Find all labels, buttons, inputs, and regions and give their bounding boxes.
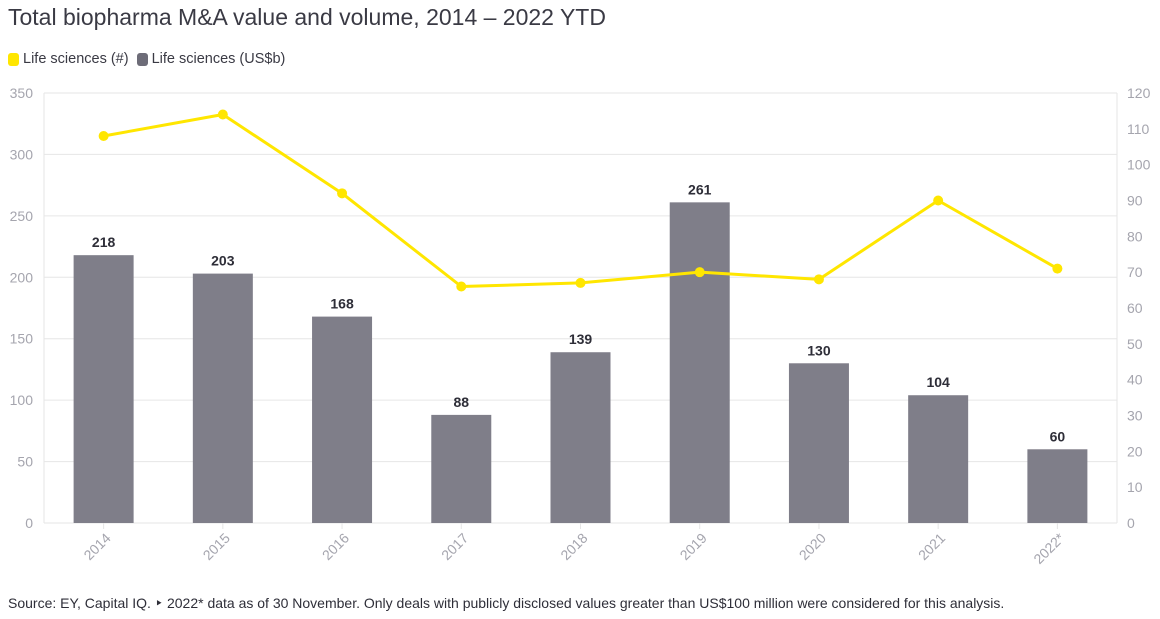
bar — [192, 273, 253, 523]
bar — [550, 352, 611, 523]
bar-data-label: 139 — [569, 331, 593, 347]
y-right-tick-label: 100 — [1127, 157, 1151, 173]
line-point — [813, 274, 824, 285]
x-tick-label: 2022* — [1030, 529, 1068, 567]
chart-title: Total biopharma M&A value and volume, 20… — [8, 4, 606, 30]
y-left-tick-label: 0 — [25, 515, 33, 531]
y-left-tick-label: 150 — [10, 331, 34, 347]
y-left-tick-label: 200 — [10, 269, 34, 285]
line-point — [98, 131, 109, 141]
bar — [312, 316, 373, 523]
bar — [431, 414, 492, 523]
line-series — [103, 113, 1059, 288]
bar — [908, 395, 969, 523]
y-right-tick-label: 90 — [1127, 193, 1143, 209]
y-right-tick-label: 50 — [1127, 336, 1143, 352]
bar-data-label: 261 — [688, 181, 712, 197]
y-right-tick-label: 40 — [1127, 372, 1143, 388]
combo-chart: 0 50 100 150 200 250 300 350 0 10 20 30 40 50 60 70 80 90… — [10, 85, 1151, 567]
bar — [73, 255, 134, 523]
y-right-tick-label: 30 — [1127, 408, 1143, 424]
legend-label-count: Life sciences (#) — [23, 51, 129, 67]
y-left-tick-label: 350 — [10, 85, 34, 101]
y-left-tick-label: 100 — [10, 392, 34, 408]
x-tick-label: 2019 — [676, 530, 709, 563]
x-tick-label: 2016 — [319, 530, 352, 563]
y-right-tick-label: 0 — [1127, 515, 1135, 531]
bar-data-label: 203 — [211, 253, 235, 269]
legend-swatch-line — [8, 52, 19, 66]
y-left-tick-label: 50 — [17, 454, 33, 470]
y-right-tick-label: 20 — [1127, 443, 1143, 459]
bar-data-label: 60 — [1050, 428, 1066, 444]
y-left-tick-label: 300 — [10, 146, 34, 162]
line-point — [337, 188, 348, 199]
y-right-tick-label: 10 — [1127, 479, 1143, 495]
y-right-tick-label: 120 — [1127, 85, 1151, 101]
line-point — [933, 195, 944, 206]
line-point — [1052, 263, 1063, 274]
line-point — [456, 281, 467, 292]
legend: Life sciences (#) Life sciences (US$b) — [8, 51, 293, 67]
bar — [1027, 449, 1088, 523]
bar-data-label: 104 — [926, 374, 950, 390]
x-tick-label: 2014 — [80, 530, 113, 563]
y-right-tick-label: 80 — [1127, 228, 1143, 244]
y-left-tick-label: 250 — [10, 208, 34, 224]
legend-item-value: Life sciences (US$b) — [136, 51, 286, 67]
bar — [788, 363, 849, 523]
y-right-tick-label: 70 — [1127, 264, 1143, 280]
line-point — [217, 109, 228, 120]
x-tick-label: 2018 — [557, 530, 590, 563]
y-right-tick-label: 60 — [1127, 300, 1143, 316]
source-note: Source: EY, Capital IQ. ‣ 2022* data as … — [8, 595, 1005, 611]
y-right-tick-label: 110 — [1127, 121, 1150, 137]
bar — [669, 202, 730, 524]
bar-data-label: 130 — [807, 342, 831, 358]
line-point — [575, 277, 586, 288]
legend-label-value: Life sciences (US$b) — [151, 51, 286, 67]
x-tick-label: 2015 — [200, 530, 233, 563]
x-tick-label: 2017 — [438, 530, 471, 563]
x-tick-label: 2021 — [915, 530, 948, 563]
x-tick-label: 2020 — [796, 530, 829, 563]
legend-item-count: Life sciences (#) — [8, 51, 129, 67]
legend-swatch-bar — [136, 52, 148, 66]
line-point — [694, 267, 705, 278]
bar-data-label: 88 — [453, 394, 469, 410]
bar-data-label: 168 — [330, 296, 354, 312]
bar-data-label: 218 — [92, 234, 116, 250]
